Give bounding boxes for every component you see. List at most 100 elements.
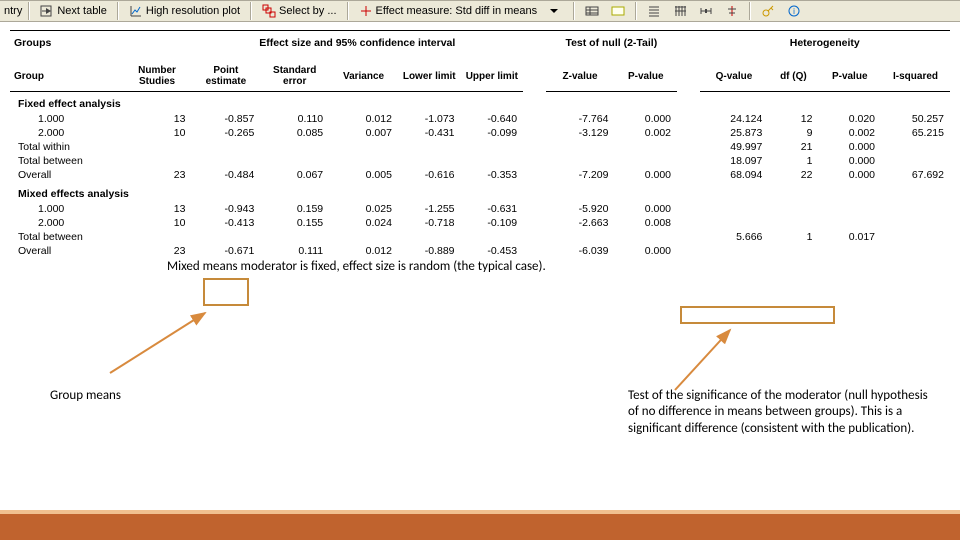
header-test-null: Test of null (2-Tail) bbox=[546, 31, 677, 53]
cell-se: 0.085 bbox=[260, 126, 329, 140]
cell-n: 13 bbox=[123, 202, 192, 216]
cell-n: 10 bbox=[123, 126, 192, 140]
cell-p: 0.002 bbox=[614, 126, 677, 140]
toolbar-separator bbox=[28, 2, 30, 20]
cell-pe bbox=[191, 140, 260, 154]
cell-label: 2.000 bbox=[10, 126, 123, 140]
cell-ph bbox=[818, 202, 881, 216]
cell-q: 25.873 bbox=[700, 126, 769, 140]
entry-fragment: ntry bbox=[4, 5, 22, 17]
cell-i2 bbox=[881, 230, 950, 244]
group-means-arrow bbox=[105, 308, 215, 378]
cell-i2 bbox=[881, 202, 950, 216]
cell-var: 0.007 bbox=[329, 126, 398, 140]
columns-icon bbox=[673, 4, 687, 18]
col-pe: Point estimate bbox=[191, 62, 260, 92]
cell-ll: -1.255 bbox=[398, 202, 461, 216]
section-mixed: Mixed effects analysis bbox=[10, 182, 950, 202]
cell-ll bbox=[398, 230, 461, 244]
select-by-button[interactable]: Select by ... bbox=[258, 3, 340, 19]
cell-se: 0.159 bbox=[260, 202, 329, 216]
cell-ph: 0.020 bbox=[818, 112, 881, 126]
layout1-button[interactable] bbox=[581, 3, 603, 19]
group-means-highlight bbox=[203, 278, 249, 306]
cell-df: 21 bbox=[768, 140, 818, 154]
cell-ll: -0.616 bbox=[398, 168, 461, 182]
spacer-cell bbox=[523, 140, 546, 154]
cell-label: 1.000 bbox=[10, 202, 123, 216]
cell-se bbox=[260, 154, 329, 168]
cell-i2: 67.692 bbox=[881, 168, 950, 182]
cell-label: 1.000 bbox=[10, 112, 123, 126]
cell-q: 24.124 bbox=[700, 112, 769, 126]
view1-button[interactable] bbox=[643, 3, 665, 19]
effect-measure-label: Effect measure: Std diff in means bbox=[376, 5, 538, 17]
spacer-cell bbox=[523, 126, 546, 140]
cell-ul: -0.640 bbox=[461, 112, 524, 126]
tool2-button[interactable]: i bbox=[783, 3, 805, 19]
cell-n: 13 bbox=[123, 112, 192, 126]
toolbar-separator bbox=[347, 2, 349, 20]
col-ph: P-value bbox=[818, 62, 881, 92]
high-resolution-plot-button[interactable]: High resolution plot bbox=[125, 3, 244, 19]
cell-pe: -0.484 bbox=[191, 168, 260, 182]
spacer-cell bbox=[677, 126, 700, 140]
chevron-down-icon bbox=[549, 4, 563, 18]
spacer-cell bbox=[677, 216, 700, 230]
cell-pe: -0.265 bbox=[191, 126, 260, 140]
spacer-cell bbox=[523, 112, 546, 126]
mixed-note-annotation: Mixed means moderator is fixed, effect s… bbox=[167, 259, 546, 275]
toolbar-separator bbox=[635, 2, 637, 20]
cell-z: -5.920 bbox=[546, 202, 615, 216]
dropdown-button[interactable] bbox=[545, 3, 567, 19]
effect-measure-button[interactable]: Effect measure: Std diff in means bbox=[355, 3, 542, 19]
cell-se: 0.067 bbox=[260, 168, 329, 182]
cell-var: 0.024 bbox=[329, 216, 398, 230]
cell-var: 0.012 bbox=[329, 112, 398, 126]
col-z: Z-value bbox=[546, 62, 615, 92]
spacer-cell bbox=[523, 216, 546, 230]
info-icon: i bbox=[787, 4, 801, 18]
spacer-cell bbox=[523, 168, 546, 182]
cell-ph: 0.000 bbox=[818, 168, 881, 182]
cell-df: 22 bbox=[768, 168, 818, 182]
cell-z: -7.764 bbox=[546, 112, 615, 126]
view2-button[interactable] bbox=[669, 3, 691, 19]
cell-ll bbox=[398, 140, 461, 154]
layout2-button[interactable] bbox=[607, 3, 629, 19]
cell-ph: 0.002 bbox=[818, 126, 881, 140]
cell-z: -2.663 bbox=[546, 216, 615, 230]
cell-label: Total between bbox=[10, 230, 123, 244]
cell-se: 0.111 bbox=[260, 244, 329, 258]
cell-se bbox=[260, 230, 329, 244]
toolbar-separator bbox=[117, 2, 119, 20]
cell-ul: -0.353 bbox=[461, 168, 524, 182]
toolbar: ntry Next table High resolution plot Sel… bbox=[0, 0, 960, 22]
tool1-button[interactable] bbox=[757, 3, 779, 19]
cell-z bbox=[546, 154, 615, 168]
table-row: 2.00010-0.2650.0850.007-0.431-0.099-3.12… bbox=[10, 126, 950, 140]
cell-ph: 0.017 bbox=[818, 230, 881, 244]
table-row: Total between18.09710.000 bbox=[10, 154, 950, 168]
view4-button[interactable] bbox=[721, 3, 743, 19]
view3-button[interactable] bbox=[695, 3, 717, 19]
col-i2: I-squared bbox=[881, 62, 950, 92]
cell-n bbox=[123, 230, 192, 244]
analysis-table-area: Groups Effect size and 95% confidence in… bbox=[0, 22, 960, 258]
cell-n bbox=[123, 140, 192, 154]
col-q: Q-value bbox=[700, 62, 769, 92]
cell-p: 0.000 bbox=[614, 202, 677, 216]
cell-var bbox=[329, 230, 398, 244]
cell-ul: -0.453 bbox=[461, 244, 524, 258]
next-table-button[interactable]: Next table bbox=[36, 3, 111, 19]
cell-df: 1 bbox=[768, 154, 818, 168]
effect-measure-icon bbox=[359, 4, 373, 18]
col-var: Variance bbox=[329, 62, 398, 92]
cell-z: -7.209 bbox=[546, 168, 615, 182]
cell-pe: -0.413 bbox=[191, 216, 260, 230]
table-row: Total between5.66610.017 bbox=[10, 230, 950, 244]
table-row: Overall23-0.6710.1110.012-0.889-0.453-6.… bbox=[10, 244, 950, 258]
spacer-cell bbox=[677, 230, 700, 244]
section-fixed: Fixed effect analysis bbox=[10, 92, 950, 113]
cell-ul: -0.631 bbox=[461, 202, 524, 216]
